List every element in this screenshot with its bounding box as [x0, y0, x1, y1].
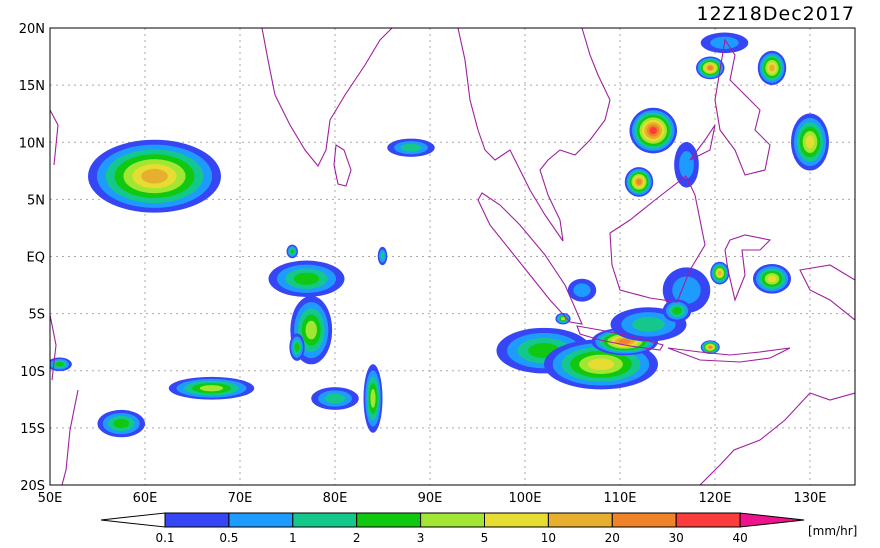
coast-borneo	[609, 175, 706, 303]
latitude-label: 15N	[19, 79, 45, 94]
colorbar-label: 5	[481, 531, 489, 544]
coast-lesser-sunda	[667, 347, 791, 363]
colorbar-label: 30	[669, 531, 684, 544]
coast-india	[261, 28, 393, 168]
longitude-label: 50E	[38, 491, 63, 506]
longitude-label: 120E	[698, 491, 731, 506]
rain-cell	[767, 275, 777, 283]
colorbar-segment	[420, 512, 486, 528]
colorbar-label: 0.5	[219, 531, 238, 544]
colorbar-segment	[611, 512, 677, 528]
latitude-label: EQ	[27, 251, 45, 266]
coast-java	[576, 325, 664, 351]
latitude-label: 5N	[27, 193, 45, 208]
coast-sri-lanka	[333, 144, 352, 187]
colorbar-label: 40	[732, 531, 747, 544]
rain-cell	[293, 272, 320, 285]
coast-australia	[699, 392, 855, 485]
rain-cell	[370, 389, 376, 408]
coast-sumatra	[477, 192, 583, 325]
colorbar-segment	[547, 512, 613, 528]
coast-mainland-se-asia	[457, 28, 611, 242]
rain-cell	[113, 419, 130, 429]
coast-new-guinea	[799, 264, 855, 321]
latitude-label: 20N	[19, 22, 45, 37]
latitude-label: 10N	[19, 136, 45, 151]
rain-cell	[618, 339, 631, 344]
title: 12Z18Dec2017	[697, 3, 856, 25]
longitude-label: 70E	[228, 491, 253, 506]
coast-madagascar	[61, 389, 79, 485]
latitude-label: 15S	[20, 422, 45, 437]
latitude-label: 20S	[20, 479, 45, 494]
map-frame	[49, 27, 856, 486]
rain-cell	[632, 317, 665, 332]
colorbar-segment	[484, 512, 549, 528]
rain-cell	[290, 249, 295, 254]
coast-philippines	[689, 38, 771, 176]
latitude-label: 5S	[28, 308, 45, 323]
colorbar-segment	[292, 512, 358, 528]
rain-cell	[769, 64, 775, 72]
longitude-label: 80E	[323, 491, 348, 506]
rain-cell	[305, 320, 317, 340]
longitude-label: 60E	[133, 491, 158, 506]
rain-cell	[649, 127, 657, 135]
precipitation	[50, 32, 829, 438]
rain-cell	[380, 252, 385, 260]
rain-cell	[636, 179, 642, 185]
rain-cell	[573, 283, 591, 298]
colorbar: 0.1 0.5 1 2 3 5 10 20 30 40	[100, 512, 805, 545]
rain-cell	[717, 270, 722, 276]
coastlines	[50, 28, 855, 485]
rain-cell	[672, 306, 682, 315]
rain-cell	[587, 358, 615, 371]
colorbar-label: 20	[605, 531, 620, 544]
colorbar-segment	[164, 512, 230, 528]
rain-cell	[141, 168, 168, 184]
colorbar-segment	[228, 512, 294, 528]
longitude-label: 110E	[603, 491, 636, 506]
coast-africa	[50, 109, 59, 381]
rain-cell	[324, 393, 346, 404]
rain-cell	[707, 65, 713, 70]
colorbar-label: 3	[417, 531, 425, 544]
latitude-labels: 20N 15N 10N 5N EQ 5S 10S 15S 20S	[19, 22, 45, 494]
colorbar-unit: [mm/hr]	[808, 524, 857, 538]
longitude-label: 90E	[418, 491, 443, 506]
rain-cell	[805, 135, 815, 149]
latitude-label: 10S	[20, 365, 45, 380]
colorbar-label: 0.1	[155, 531, 174, 544]
colorbar-label: 10	[541, 531, 556, 544]
colorbar-segment	[356, 512, 422, 528]
rain-cell	[679, 151, 694, 179]
rain-cell	[55, 362, 64, 367]
coast-sulawesi	[724, 234, 772, 302]
colorbar-segment	[675, 512, 741, 528]
rain-cell	[400, 143, 422, 152]
colorbar-label: 2	[353, 531, 361, 544]
colorbar-triangle	[739, 512, 805, 528]
rain-cell	[199, 385, 224, 392]
rain-cell	[708, 345, 712, 349]
longitude-label: 130E	[793, 491, 826, 506]
grid	[50, 28, 855, 485]
longitude-labels: 50E 60E 70E 80E 90E 100E 110E 120E 130E	[38, 491, 827, 506]
rain-cell	[294, 342, 300, 352]
colorbar-triangle	[100, 512, 166, 528]
rain-cell	[560, 317, 566, 321]
colorbar-label: 1	[289, 531, 297, 544]
longitude-label: 100E	[508, 491, 541, 506]
